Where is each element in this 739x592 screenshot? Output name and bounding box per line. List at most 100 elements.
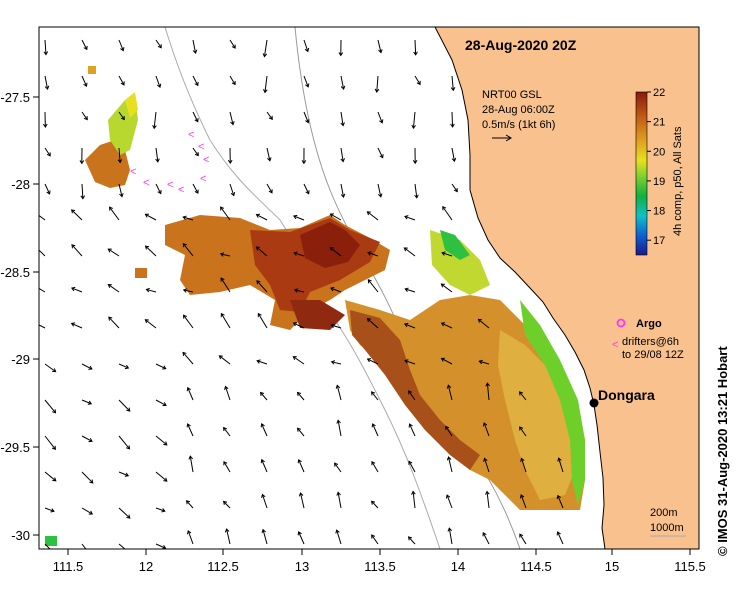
current-arrow — [192, 75, 199, 86]
map-title: 28-Aug-2020 20Z — [465, 37, 577, 53]
current-arrowhead — [446, 456, 452, 461]
current-arrow — [220, 206, 231, 221]
x-tick-label: 13 — [295, 559, 309, 574]
current-arrow — [256, 360, 268, 365]
current-arrow — [262, 529, 268, 545]
current-arrow — [446, 494, 453, 509]
current-arrowhead — [329, 247, 334, 252]
current-arrow — [183, 216, 194, 221]
current-arrowhead — [50, 508, 55, 513]
current-arrowhead — [162, 365, 167, 370]
current-arrowhead — [404, 359, 409, 364]
current-arrowhead — [79, 160, 85, 165]
x-tick-label: 112.5 — [207, 559, 239, 574]
current-arrowhead — [230, 121, 235, 126]
current-arrowhead — [161, 508, 166, 513]
current-arrow — [451, 147, 455, 162]
current-arrow — [81, 471, 94, 484]
current-arrowhead — [403, 322, 409, 328]
current-arrowhead — [186, 386, 191, 392]
current-arrow — [145, 319, 157, 329]
current-arrow — [404, 323, 416, 329]
current-arrow — [118, 399, 131, 412]
current-arrowhead — [88, 365, 93, 370]
current-arrowhead — [186, 423, 191, 428]
current-arrowhead — [256, 359, 261, 364]
current-arrowhead — [478, 359, 483, 365]
current-arrowhead — [556, 531, 561, 536]
current-arrow — [44, 363, 56, 373]
svg-text:<: < — [130, 166, 136, 178]
current-arrowhead — [482, 422, 488, 427]
current-arrow — [145, 245, 157, 257]
svg-text:<: < — [203, 154, 209, 166]
current-arrow — [340, 147, 344, 162]
current-arrow — [182, 243, 194, 257]
current-arrowhead — [46, 190, 51, 195]
credit-text: © IMOS 31-Aug-2020 13:21 Hobart — [715, 346, 730, 556]
current-arrowhead — [268, 115, 273, 121]
current-arrow — [557, 531, 564, 545]
current-arrow — [482, 532, 490, 545]
current-arrow — [404, 215, 416, 221]
current-arrow — [330, 213, 342, 221]
current-arrowhead — [371, 534, 376, 539]
current-arrowhead — [126, 445, 131, 450]
current-arrowhead — [220, 312, 225, 318]
current-arrowhead — [338, 52, 344, 57]
current-arrowhead — [366, 358, 372, 363]
current-arrowhead — [124, 472, 130, 477]
current-arrowhead — [293, 251, 298, 256]
current-arrowhead — [292, 356, 297, 361]
svg-text:<: < — [188, 129, 194, 141]
current-arrowhead — [371, 460, 376, 466]
current-arrow — [81, 399, 92, 405]
y-tick-label: -29.5 — [0, 440, 30, 455]
current-arrowhead — [52, 552, 55, 555]
current-arrowhead — [305, 190, 310, 195]
current-arrow — [118, 363, 129, 369]
current-arrow — [558, 458, 564, 473]
svg-text:<: < — [143, 177, 149, 189]
current-arrowhead — [51, 445, 56, 451]
current-arrowhead — [231, 80, 236, 86]
sst-patches — [45, 66, 585, 546]
current-arrow — [303, 111, 309, 123]
current-arrow — [404, 247, 416, 257]
current-arrow — [219, 355, 231, 365]
current-arrow — [220, 253, 231, 257]
current-arrowhead — [219, 252, 225, 257]
current-arrow — [451, 75, 454, 91]
current-arrowhead — [155, 158, 160, 163]
current-arrow — [39, 287, 46, 293]
current-arrowhead — [293, 288, 299, 293]
current-arrow — [81, 435, 93, 442]
current-arrow — [44, 183, 51, 195]
current-arrow — [182, 352, 194, 365]
current-arrowhead — [451, 157, 457, 163]
current-arrow — [108, 284, 120, 293]
current-arrow — [145, 213, 157, 221]
current-arrowhead — [185, 500, 191, 505]
current-arrowhead — [186, 529, 192, 535]
current-arrowhead — [152, 124, 157, 130]
current-arrowhead — [224, 528, 230, 533]
current-arrowhead — [83, 116, 88, 121]
current-arrowhead — [371, 423, 376, 428]
current-arrowhead — [109, 206, 114, 211]
current-arrowhead — [519, 533, 524, 538]
current-arrowhead — [182, 243, 187, 248]
current-arrowhead — [83, 45, 88, 51]
current-arrowhead — [335, 529, 340, 534]
current-arrow — [337, 492, 342, 509]
current-arrow — [377, 147, 384, 158]
current-arrow — [367, 252, 379, 257]
current-arrow — [298, 459, 305, 473]
current-arrowhead — [404, 215, 409, 220]
y-tick-label: -27.5 — [0, 90, 30, 105]
current-arrowhead — [70, 209, 76, 214]
current-arrow — [39, 324, 46, 329]
current-arrow — [223, 461, 231, 473]
current-arrowhead — [268, 189, 273, 194]
